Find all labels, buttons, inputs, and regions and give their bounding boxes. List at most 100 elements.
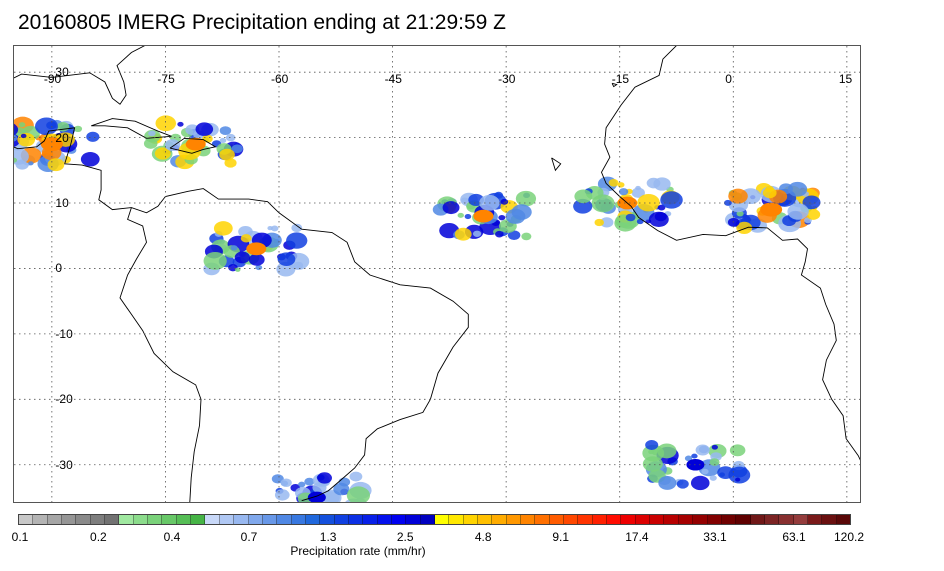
- colorbar-swatch: [736, 515, 751, 524]
- colorbar-tick-label: 9.1: [552, 530, 570, 544]
- precip-cell: [657, 204, 666, 211]
- precip-cell: [787, 203, 809, 220]
- precip-cell: [73, 125, 83, 133]
- colorbar-swatch: [76, 515, 91, 524]
- colorbar-tick-label: 0.1: [11, 530, 29, 544]
- precip-cell: [511, 204, 532, 220]
- precip-cell: [591, 194, 615, 213]
- colorbar-tick-label: 120.2: [833, 530, 865, 544]
- precip-cell: [736, 221, 753, 235]
- colorbar-swatch: [234, 515, 249, 524]
- colorbar-swatch: [750, 515, 765, 524]
- precip-cell: [17, 132, 36, 147]
- coastline-layer: [14, 46, 860, 502]
- colorbar-tick-label: 63.1: [782, 530, 806, 544]
- precip-cell: [323, 491, 340, 502]
- precip-cell: [723, 199, 732, 206]
- precip-cell: [333, 482, 350, 496]
- precip-cell: [617, 182, 625, 188]
- colorbar-swatch: [219, 515, 235, 524]
- precip-cell: [274, 489, 290, 501]
- precip-cell: [691, 453, 698, 459]
- precip-cell: [276, 261, 296, 277]
- precip-cell: [28, 161, 34, 166]
- precip-cell: [47, 158, 65, 172]
- precip-cell: [18, 122, 26, 128]
- precip-cell: [280, 478, 292, 488]
- precip-cell: [255, 264, 263, 271]
- colorbar-swatch: [664, 515, 679, 524]
- precip-cell: [154, 147, 171, 160]
- precip-cell: [762, 187, 777, 199]
- precip-cell: [709, 475, 717, 481]
- precip-cell: [653, 177, 671, 191]
- precip-core: [185, 137, 206, 151]
- colorbar-swatch: [621, 515, 636, 524]
- colorbar-swatch: [779, 515, 794, 524]
- colorbar-swatch: [807, 515, 823, 524]
- precip-cell: [618, 188, 629, 196]
- precip-cell: [303, 502, 316, 503]
- precip-cell: [735, 477, 741, 482]
- colorbar-swatch: [334, 515, 349, 524]
- colorbar-swatch: [148, 515, 163, 524]
- precip-cell: [230, 245, 238, 251]
- precip-cell: [442, 201, 460, 215]
- precip-cell: [219, 137, 227, 144]
- precip-cell: [304, 477, 315, 486]
- precip-cell: [684, 455, 693, 462]
- precip-cell: [213, 221, 233, 236]
- precip-cell: [806, 209, 821, 220]
- precip-cell: [631, 187, 645, 198]
- precip-cell: [317, 472, 332, 484]
- map-panel: -90 -75 -60 -45 -30 -15 0 15 30 20 10 0 -10 -20 -30: [13, 45, 861, 503]
- lat-tick-label: 0: [55, 261, 63, 276]
- colorbar-swatch: [191, 515, 206, 524]
- colorbar-swatch: [248, 515, 263, 524]
- precip-cell: [20, 133, 27, 139]
- precip-cell: [515, 190, 537, 207]
- precip-cell: [472, 230, 482, 237]
- colorbar-swatch: [420, 515, 435, 524]
- colorbar-swatch: [492, 515, 507, 524]
- colorbar: [18, 514, 851, 525]
- map-title: 20160805 IMERG Precipitation ending at 2…: [18, 11, 506, 34]
- precip-cell: [277, 252, 296, 267]
- colorbar-swatch: [305, 515, 321, 524]
- colorbar-swatch: [277, 515, 292, 524]
- precip-cell: [80, 152, 100, 167]
- precip-cell: [464, 214, 472, 220]
- precip-cell: [701, 468, 709, 475]
- precip-cell: [574, 189, 593, 204]
- coastline-south-america-west: [119, 207, 202, 502]
- lon-tick-label: -90: [43, 71, 62, 86]
- gridline-layer: [14, 46, 860, 502]
- precip-cell: [185, 124, 200, 136]
- precip-cell: [729, 444, 746, 457]
- precip-cell: [298, 481, 306, 488]
- precip-cell: [521, 232, 532, 241]
- colorbar-swatch: [549, 515, 565, 524]
- colorbar-swatch: [205, 515, 220, 524]
- coastline-hispaniola: [169, 137, 217, 154]
- colorbar-swatch: [176, 515, 192, 524]
- colorbar-swatch: [348, 515, 364, 524]
- colorbar-swatch: [449, 515, 464, 524]
- colorbar-swatch: [506, 515, 522, 524]
- precip-cell: [648, 211, 669, 228]
- colorbar-swatch: [721, 515, 737, 524]
- lat-tick-label: 30: [55, 65, 69, 80]
- colorbar-swatch: [607, 515, 622, 524]
- colorbar-tick-label: 1.3: [319, 530, 337, 544]
- colorbar-swatch: [133, 515, 149, 524]
- precip-cell: [658, 475, 677, 490]
- precip-cell: [293, 261, 304, 269]
- colorbar-swatch: [391, 515, 407, 524]
- precip-cell: [711, 444, 718, 450]
- precip-cell: [14, 123, 19, 136]
- lon-tick-label: -30: [498, 71, 516, 86]
- precip-cell: [495, 230, 504, 238]
- precip-cell: [14, 148, 29, 165]
- colorbar-tick-label: 0.4: [163, 530, 181, 544]
- precip-cell: [454, 227, 472, 241]
